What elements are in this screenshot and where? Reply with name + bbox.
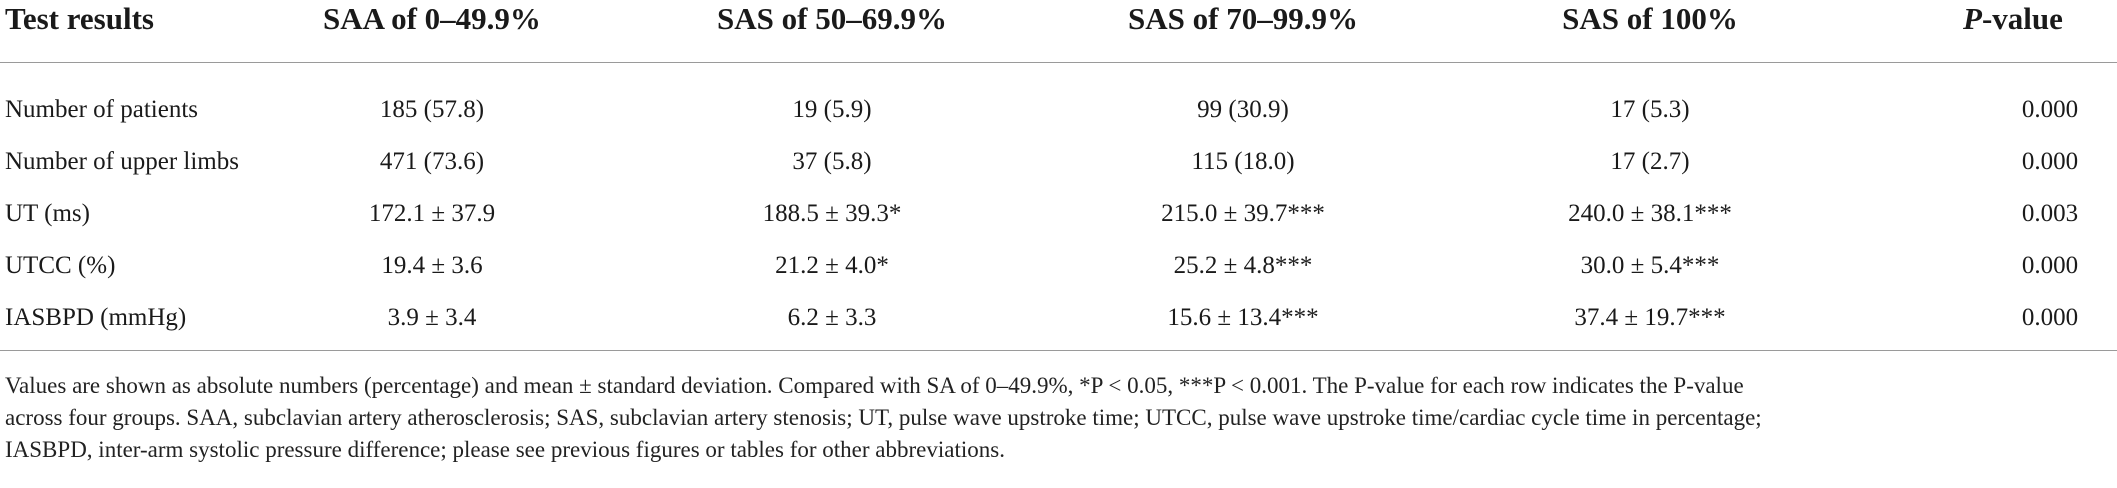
header-divider [0,62,2117,63]
table-row: UT (ms) 172.1 ± 37.9 188.5 ± 39.3* 215.0… [0,199,2117,251]
footnote-line: Values are shown as absolute numbers (pe… [5,373,1744,398]
cell-sas-50-69: 37 (5.8) [792,148,872,175]
cell-sas-70-99: 15.6 ± 13.4*** [1167,304,1319,331]
table-row: Number of upper limbs 471 (73.6) 37 (5.8… [0,147,2117,199]
table-row: UTCC (%) 19.4 ± 3.6 21.2 ± 4.0* 25.2 ± 4… [0,251,2117,303]
row-label: UT (ms) [5,200,90,227]
row-label: IASBPD (mmHg) [5,304,187,331]
table-row: IASBPD (mmHg) 3.9 ± 3.4 6.2 ± 3.3 15.6 ±… [0,303,2117,355]
row-label: Number of upper limbs [5,148,239,175]
cell-sas-100: 30.0 ± 5.4*** [1580,252,1720,279]
cell-sas-50-69: 6.2 ± 3.3 [787,304,877,331]
header-p-italic: P [1963,1,1982,36]
cell-sas-70-99: 115 (18.0) [1191,148,1295,175]
cell-sas-100: 37.4 ± 19.7*** [1574,304,1726,331]
footer-divider [0,350,2117,351]
row-label: Number of patients [5,96,199,123]
cell-sas-100: 240.0 ± 38.1*** [1568,200,1732,227]
table-header-row: Test results SAA of 0–49.9% SAS of 50–69… [0,0,2117,46]
cell-sas-50-69: 19 (5.9) [792,96,872,123]
cell-saa-0-49: 19.4 ± 3.6 [381,252,483,279]
header-sas-70-99: SAS of 70–99.9% [1128,1,1358,36]
cell-sas-100: 17 (2.7) [1610,148,1690,175]
cell-p-value: 0.000 [2021,304,2079,331]
cell-p-value: 0.000 [2021,148,2079,175]
table-row: Number of patients 185 (57.8) 19 (5.9) 9… [0,95,2117,147]
cell-p-value: 0.003 [2021,200,2079,227]
cell-sas-70-99: 215.0 ± 39.7*** [1161,200,1325,227]
header-p-rest: -value [1981,1,2063,36]
table-footnote: Values are shown as absolute numbers (pe… [5,370,2111,466]
cell-sas-50-69: 21.2 ± 4.0* [775,252,889,279]
cell-sas-70-99: 99 (30.9) [1197,96,1289,123]
header-sas-100: SAS of 100% [1562,1,1738,36]
header-saa-0-49: SAA of 0–49.9% [323,1,541,36]
header-sas-50-69: SAS of 50–69.9% [717,1,947,36]
row-label: UTCC (%) [5,252,116,279]
cell-saa-0-49: 471 (73.6) [379,148,485,175]
footnote-line: across four groups. SAA, subclavian arte… [5,405,1762,430]
cell-p-value: 0.000 [2021,96,2079,123]
cell-saa-0-49: 185 (57.8) [379,96,485,123]
cell-sas-50-69: 188.5 ± 39.3* [762,200,902,227]
header-test-results: Test results [5,1,154,36]
cell-saa-0-49: 172.1 ± 37.9 [368,200,496,227]
cell-sas-100: 17 (5.3) [1610,96,1690,123]
cell-saa-0-49: 3.9 ± 3.4 [387,304,477,331]
cell-sas-70-99: 25.2 ± 4.8*** [1173,252,1313,279]
footnote-line: IASBPD, inter-arm systolic pressure diff… [5,437,1005,462]
cell-p-value: 0.000 [2021,252,2079,279]
header-p-value: P-value [1963,2,2063,36]
